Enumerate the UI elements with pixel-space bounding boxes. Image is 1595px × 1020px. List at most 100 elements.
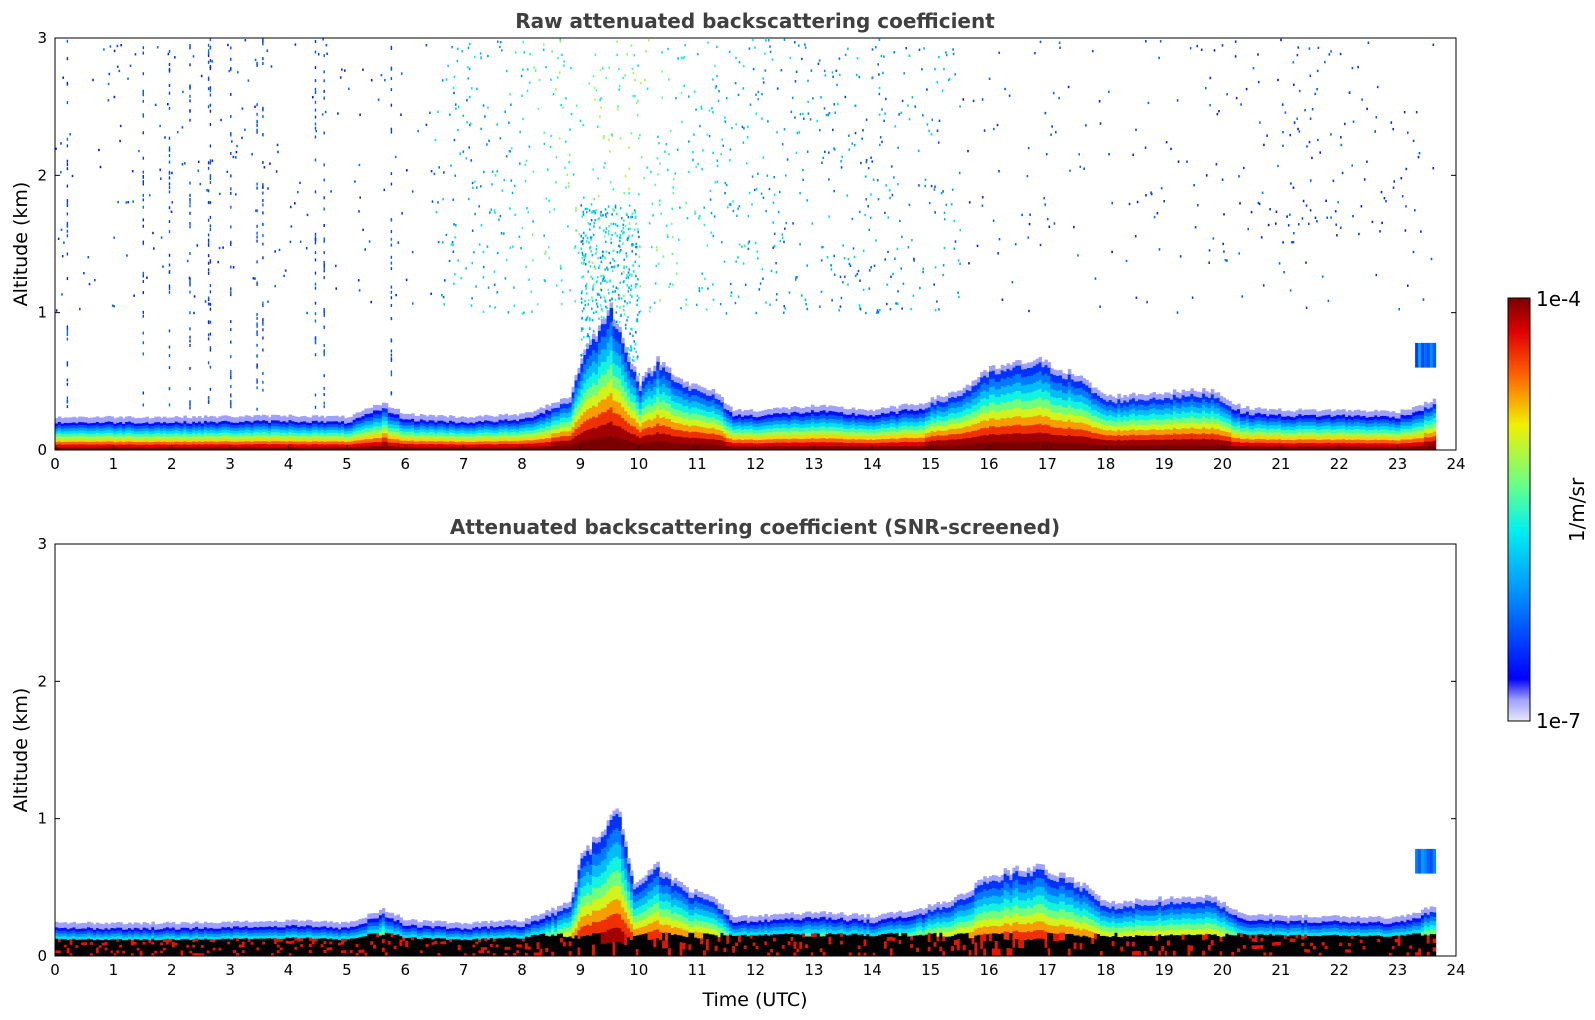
bl-cell bbox=[168, 428, 173, 432]
bl-cell bbox=[55, 426, 59, 430]
bl-cell bbox=[189, 423, 193, 427]
noise-streak bbox=[256, 182, 258, 186]
bl-halo bbox=[238, 416, 243, 422]
bl-cell bbox=[720, 445, 724, 451]
noise-streak bbox=[314, 232, 317, 236]
bl-cell bbox=[524, 427, 529, 431]
noise-streak bbox=[209, 365, 212, 369]
plume-speckle bbox=[625, 327, 627, 330]
noise-streak bbox=[142, 310, 144, 314]
bl-cell bbox=[761, 426, 765, 430]
bl-cell bbox=[104, 447, 109, 451]
noise-speckle bbox=[532, 220, 534, 223]
plume-speckle bbox=[590, 236, 592, 239]
bl-cell bbox=[475, 447, 479, 451]
noise-speckle bbox=[594, 267, 597, 271]
noise-speckle bbox=[623, 271, 625, 274]
noise-speckle bbox=[496, 123, 498, 126]
bl-cell bbox=[600, 412, 605, 426]
bl-cell bbox=[224, 420, 228, 425]
bl-cell bbox=[174, 432, 179, 437]
noise-speckle bbox=[1289, 213, 1291, 216]
noise-speckle bbox=[1374, 130, 1376, 133]
noise-speckle bbox=[907, 104, 909, 107]
bl-cell bbox=[454, 431, 459, 435]
noise-streak bbox=[390, 373, 393, 377]
bl-cell bbox=[451, 438, 456, 442]
bl-halo bbox=[501, 415, 506, 421]
noise-speckle bbox=[755, 93, 757, 96]
plume-speckle bbox=[588, 209, 591, 212]
bl-cell bbox=[262, 435, 266, 439]
bl-cell bbox=[641, 422, 646, 430]
bl-cell bbox=[466, 439, 470, 443]
bl-cell bbox=[139, 442, 144, 446]
bl-cell bbox=[122, 447, 126, 451]
bl-cell bbox=[492, 447, 497, 451]
noise-speckle bbox=[859, 279, 861, 282]
bl-cell bbox=[262, 444, 266, 448]
bl-cell bbox=[314, 420, 319, 424]
bl-cell bbox=[484, 444, 488, 448]
noise-speckle bbox=[612, 188, 615, 191]
bl-cell bbox=[259, 432, 263, 436]
noise-speckle bbox=[1160, 187, 1163, 190]
noise-speckle bbox=[513, 304, 516, 307]
plume-speckle bbox=[615, 286, 618, 289]
noise-speckle bbox=[1039, 243, 1042, 247]
noise-speckle bbox=[683, 84, 685, 87]
noise-streak bbox=[189, 283, 191, 287]
bl-cell bbox=[75, 425, 79, 429]
noise-speckle bbox=[218, 246, 221, 250]
noise-speckle bbox=[200, 74, 203, 78]
bl-cell bbox=[679, 417, 684, 425]
bl-cell bbox=[612, 351, 616, 364]
bl-cell bbox=[498, 425, 503, 430]
noise-speckle bbox=[1241, 295, 1244, 298]
noise-streak bbox=[209, 215, 212, 219]
noise-streak bbox=[323, 224, 325, 227]
noise-speckle bbox=[1403, 111, 1406, 114]
plume-speckle bbox=[588, 241, 590, 244]
noise-speckle bbox=[862, 288, 865, 292]
noise-streak bbox=[262, 371, 264, 375]
noise-speckle bbox=[1055, 131, 1057, 134]
bl-cell bbox=[189, 429, 193, 432]
noise-speckle bbox=[1330, 50, 1332, 53]
bl-cell bbox=[308, 431, 313, 435]
plume-speckle bbox=[595, 209, 598, 212]
noise-speckle bbox=[737, 295, 740, 298]
bl-cell bbox=[755, 443, 759, 448]
bl-cell bbox=[434, 433, 438, 437]
plume-speckle bbox=[631, 215, 633, 219]
plume-speckle bbox=[631, 250, 633, 253]
bl-cell bbox=[349, 422, 354, 426]
bl-cell bbox=[764, 432, 768, 437]
bl-halo bbox=[562, 398, 567, 404]
bl-cell bbox=[770, 421, 774, 426]
bl-cell bbox=[221, 423, 225, 428]
noise-speckle bbox=[752, 67, 755, 71]
bl-cell bbox=[548, 426, 552, 431]
noise-streak bbox=[168, 206, 171, 210]
bl-halo bbox=[647, 367, 651, 374]
noise-speckle bbox=[505, 258, 508, 262]
noise-speckle bbox=[602, 137, 605, 140]
bl-cell bbox=[773, 428, 777, 433]
bl-cell bbox=[557, 424, 561, 430]
bl-cell bbox=[256, 444, 260, 448]
bl-halo bbox=[128, 416, 132, 422]
noise-speckle bbox=[1044, 111, 1047, 115]
bl-cell bbox=[212, 441, 217, 445]
bl-cell bbox=[533, 446, 538, 451]
bl-cell bbox=[186, 428, 190, 432]
plume-speckle bbox=[600, 289, 603, 292]
bl-cell bbox=[775, 446, 780, 451]
bl-cell bbox=[443, 430, 447, 434]
bl-cell bbox=[501, 429, 506, 433]
noise-speckle bbox=[617, 105, 619, 108]
noise-speckle bbox=[1385, 200, 1387, 203]
noise-speckle bbox=[1196, 44, 1198, 48]
plume-speckle bbox=[593, 283, 595, 286]
plume-speckle bbox=[608, 225, 611, 228]
